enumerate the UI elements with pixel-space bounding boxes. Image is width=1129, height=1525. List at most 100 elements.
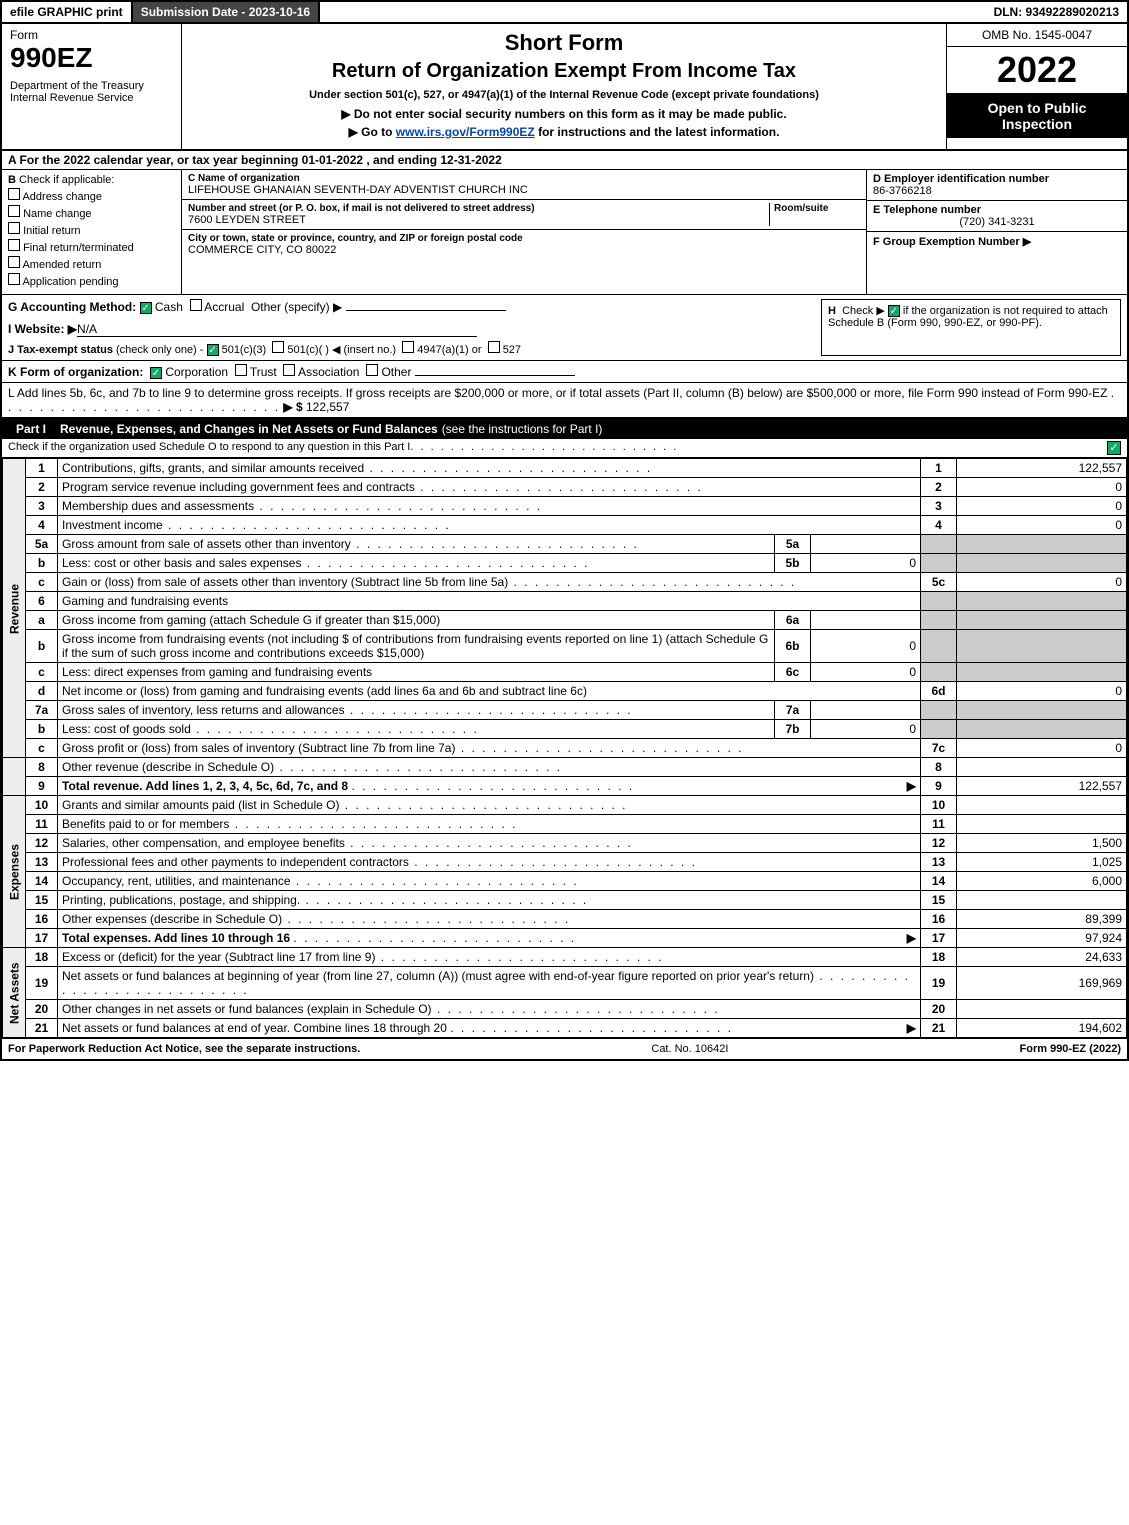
block-b-to-f: B Check if applicable: Address change Na… xyxy=(2,170,1127,295)
dots-icon xyxy=(191,722,479,736)
sub-num: 6c xyxy=(775,663,811,682)
right-num: 14 xyxy=(921,872,957,891)
arrow-icon: ▶ xyxy=(907,931,916,945)
ssn-warning: ▶ Do not enter social security numbers o… xyxy=(192,107,936,121)
form-page: efile GRAPHIC print Submission Date - 20… xyxy=(0,0,1129,1061)
k-other-input[interactable] xyxy=(415,375,575,376)
desc-text: Gross amount from sale of assets other t… xyxy=(62,537,351,551)
checkbox-icon xyxy=(8,273,20,285)
dots-icon xyxy=(410,441,678,455)
header-right: OMB No. 1545-0047 2022 Open to Public In… xyxy=(947,24,1127,149)
opt-name-change[interactable]: Name change xyxy=(8,205,175,220)
g-cash: Cash xyxy=(155,300,183,314)
line-num: 11 xyxy=(26,815,58,834)
table-row: 13 Professional fees and other payments … xyxy=(3,853,1127,872)
right-num: 17 xyxy=(921,929,957,948)
line-desc: Total expenses. Add lines 10 through 16 … xyxy=(58,929,921,948)
line-num: 17 xyxy=(26,929,58,948)
header-center: Short Form Return of Organization Exempt… xyxy=(182,24,947,149)
sub-num: 5b xyxy=(775,554,811,573)
dots-icon xyxy=(339,798,627,812)
section-def: D Employer identification number 86-3766… xyxy=(867,170,1127,294)
line-desc: Net assets or fund balances at end of ye… xyxy=(58,1019,921,1038)
right-num: 18 xyxy=(921,948,957,967)
section-h: H Check ▶ ✓ if the organization is not r… xyxy=(821,299,1121,356)
sub-value: 0 xyxy=(811,720,921,739)
desc-text: Total revenue. Add lines 1, 2, 3, 4, 5c,… xyxy=(62,779,348,793)
efile-print[interactable]: efile GRAPHIC print xyxy=(2,2,133,22)
other-specify-input[interactable] xyxy=(346,310,506,311)
opt-final-return[interactable]: Final return/terminated xyxy=(8,239,175,254)
checkbox-checked-icon: ✓ xyxy=(140,302,152,314)
right-num: 7c xyxy=(921,739,957,758)
shaded-cell xyxy=(921,663,957,682)
schedule-o-note: Check if the organization used Schedule … xyxy=(8,441,410,455)
checkbox-icon xyxy=(8,222,20,234)
j-501c: 501(c)( ) ◀ (insert no.) xyxy=(287,344,396,356)
table-row: 2 Program service revenue including gove… xyxy=(3,478,1127,497)
group-exemption-label: F Group Exemption Number xyxy=(873,236,1020,248)
opt-label: Name change xyxy=(23,208,92,220)
line-desc: Less: direct expenses from gaming and fu… xyxy=(58,663,775,682)
checkbox-icon xyxy=(8,256,20,268)
k-label: K Form of organization: xyxy=(8,365,143,379)
checkbox-checked-icon: ✓ xyxy=(888,305,900,317)
line-num: 12 xyxy=(26,834,58,853)
dots-icon xyxy=(291,874,579,888)
desc-text: Net assets or fund balances at end of ye… xyxy=(62,1021,447,1035)
row-g-h: G Accounting Method: ✓ Cash Accrual Othe… xyxy=(2,295,1127,361)
line-num: 4 xyxy=(26,516,58,535)
j-527: 527 xyxy=(503,344,521,356)
line-num: 6 xyxy=(26,592,58,611)
line-value xyxy=(957,891,1127,910)
h-label: H xyxy=(828,305,836,317)
opt-address-change[interactable]: Address change xyxy=(8,188,175,203)
topbar-spacer xyxy=(320,2,985,22)
sub-value xyxy=(811,535,921,554)
desc-text: Other changes in net assets or fund bala… xyxy=(62,1002,432,1016)
opt-application-pending[interactable]: Application pending xyxy=(8,273,175,288)
right-num: 15 xyxy=(921,891,957,910)
opt-label: Application pending xyxy=(22,276,118,288)
line-desc: Professional fees and other payments to … xyxy=(58,853,921,872)
part-i-header: Part I Revenue, Expenses, and Changes in… xyxy=(2,419,1127,439)
right-num: 19 xyxy=(921,967,957,1000)
checkbox-icon xyxy=(283,364,295,376)
street: 7600 LEYDEN STREET xyxy=(188,214,765,226)
shaded-cell xyxy=(957,535,1127,554)
section-j: J Tax-exempt status (check only one) - ✓… xyxy=(8,341,821,356)
line-num: b xyxy=(26,630,58,663)
shaded-cell xyxy=(957,663,1127,682)
g-accrual: Accrual xyxy=(204,300,244,314)
dots-icon xyxy=(351,779,634,793)
sub-num: 5a xyxy=(775,535,811,554)
table-row: 12 Salaries, other compensation, and emp… xyxy=(3,834,1127,853)
line-value: 1,025 xyxy=(957,853,1127,872)
sub-value: 0 xyxy=(811,663,921,682)
irs-link[interactable]: www.irs.gov/Form990EZ xyxy=(396,125,535,139)
table-row: b Gross income from fundraising events (… xyxy=(3,630,1127,663)
desc-text: Excess or (deficit) for the year (Subtra… xyxy=(62,950,375,964)
sub-value xyxy=(811,611,921,630)
opt-amended-return[interactable]: Amended return xyxy=(8,256,175,271)
section-b: B Check if applicable: Address change Na… xyxy=(2,170,182,294)
line-desc: Less: cost of goods sold xyxy=(58,720,775,739)
room-label: Room/suite xyxy=(774,203,860,214)
desc-text: Gross profit or (loss) from sales of inv… xyxy=(62,741,455,755)
phone: (720) 341-3231 xyxy=(873,216,1121,228)
dots-icon xyxy=(455,741,743,755)
dots-icon xyxy=(300,893,588,907)
goto-instructions: ▶ Go to www.irs.gov/Form990EZ for instru… xyxy=(192,125,936,139)
table-row: 5a Gross amount from sale of assets othe… xyxy=(3,535,1127,554)
line-num: 19 xyxy=(26,967,58,1000)
arrow-icon: ▶ xyxy=(907,779,916,793)
line-value: 194,602 xyxy=(957,1019,1127,1038)
main-title: Return of Organization Exempt From Incom… xyxy=(192,60,936,83)
opt-initial-return[interactable]: Initial return xyxy=(8,222,175,237)
line-value: 0 xyxy=(957,497,1127,516)
right-num: 2 xyxy=(921,478,957,497)
table-row: 9 Total revenue. Add lines 1, 2, 3, 4, 5… xyxy=(3,777,1127,796)
dots-icon xyxy=(163,518,451,532)
line-desc: Occupancy, rent, utilities, and maintena… xyxy=(58,872,921,891)
line-num: 1 xyxy=(26,459,58,478)
